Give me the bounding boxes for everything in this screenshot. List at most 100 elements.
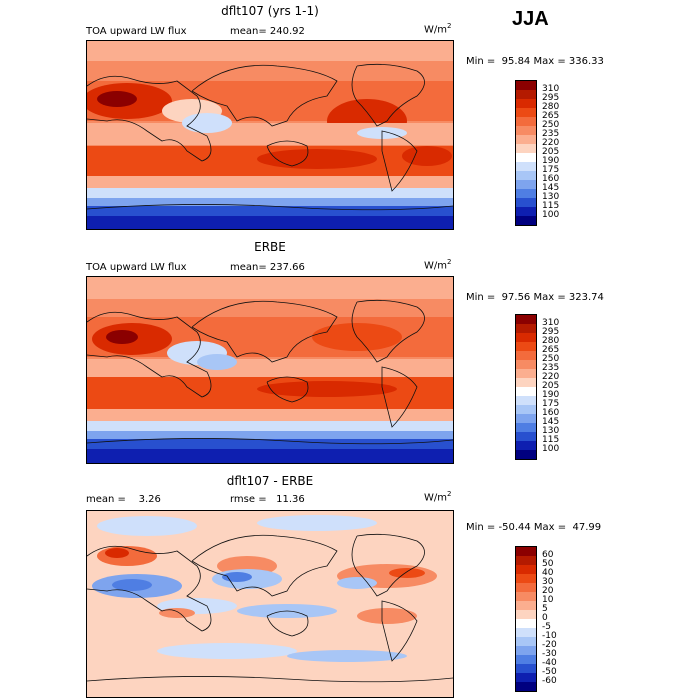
panel-1-unit: W/m2 (424, 22, 452, 36)
colorbar-tick-label: 130 (542, 192, 560, 202)
panel-1-left-label: TOA upward LW flux (86, 26, 187, 37)
colorbar-swatch (516, 162, 536, 171)
colorbar-tick-label: 100 (542, 444, 560, 454)
colorbar-swatch (516, 610, 536, 619)
colorbar-swatch (516, 369, 536, 378)
colorbar-tick-label: 190 (542, 156, 560, 166)
panel-1-map-field (87, 41, 453, 229)
colorbar-tick-label: 145 (542, 183, 560, 193)
colorbar-tick-label: 280 (542, 102, 560, 112)
colorbar-tick-label: 310 (542, 318, 560, 328)
colorbar-swatch (516, 126, 536, 135)
panel-3-colorbar (515, 546, 537, 692)
colorbar-tick-label: 235 (542, 363, 560, 373)
colorbar-swatch (516, 189, 536, 198)
colorbar-tick-label: -60 (542, 676, 557, 686)
colorbar-tick-label: -20 (542, 640, 557, 650)
colorbar-tick-label: 145 (542, 417, 560, 427)
colorbar-swatch (516, 351, 536, 360)
panel-2-title: ERBE (254, 240, 286, 254)
colorbar-tick-label: 10 (542, 595, 554, 605)
colorbar-swatch (516, 117, 536, 126)
colorbar-swatch (516, 342, 536, 351)
panel-2-minmax: Min = 97.56 Max = 323.74 (466, 292, 604, 303)
panel-3-map (86, 510, 454, 698)
colorbar-tick-label: 265 (542, 345, 560, 355)
colorbar-tick-label: 280 (542, 336, 560, 346)
colorbar-tick-label: 295 (542, 327, 560, 337)
colorbar-tick-label: 60 (542, 550, 554, 560)
colorbar-swatch (516, 673, 536, 682)
colorbar-tick-label: 220 (542, 372, 560, 382)
colorbar-swatch (516, 450, 536, 459)
colorbar-tick-label: 115 (542, 435, 560, 445)
colorbar-tick-label: 205 (542, 147, 560, 157)
colorbar-tick-label: 175 (542, 399, 560, 409)
colorbar-tick-label: 30 (542, 577, 554, 587)
colorbar-tick-label: 40 (542, 568, 554, 578)
panel-2-unit: W/m2 (424, 258, 452, 272)
season-label: JJA (512, 8, 549, 30)
panel-2-map (86, 276, 454, 464)
colorbar-tick-label: -50 (542, 667, 557, 677)
colorbar-swatch (516, 333, 536, 342)
panel-3-map-field (87, 511, 453, 697)
panel-3-minmax: Min = -50.44 Max = 47.99 (466, 522, 602, 533)
colorbar-tick-label: 250 (542, 354, 560, 364)
colorbar-swatch (516, 171, 536, 180)
colorbar-swatch (516, 405, 536, 414)
colorbar-swatch (516, 396, 536, 405)
panel-1-minmax: Min = 95.84 Max = 336.33 (466, 56, 604, 67)
colorbar-swatch (516, 655, 536, 664)
colorbar-tick-label: -40 (542, 658, 557, 668)
colorbar-swatch (516, 180, 536, 189)
colorbar-tick-label: 20 (542, 586, 554, 596)
colorbar-tick-label: 175 (542, 165, 560, 175)
colorbar-swatch (516, 547, 536, 556)
colorbar-tick-label: 265 (542, 111, 560, 121)
colorbar-swatch (516, 637, 536, 646)
colorbar-swatch (516, 601, 536, 610)
panel-2-left-label: TOA upward LW flux (86, 262, 187, 273)
colorbar-tick-label: 115 (542, 201, 560, 211)
colorbar-tick-label: 5 (542, 604, 548, 614)
colorbar-tick-label: 160 (542, 174, 560, 184)
colorbar-tick-label: 190 (542, 390, 560, 400)
colorbar-tick-label: 130 (542, 426, 560, 436)
colorbar-swatch (516, 135, 536, 144)
colorbar-swatch (516, 324, 536, 333)
colorbar-swatch (516, 144, 536, 153)
colorbar-swatch (516, 441, 536, 450)
panel-3-unit: W/m2 (424, 490, 452, 504)
colorbar-tick-label: 235 (542, 129, 560, 139)
colorbar-tick-label: -10 (542, 631, 557, 641)
colorbar-swatch (516, 207, 536, 216)
colorbar-swatch (516, 682, 536, 691)
colorbar-swatch (516, 664, 536, 673)
colorbar-swatch (516, 315, 536, 324)
colorbar-swatch (516, 360, 536, 369)
colorbar-swatch (516, 432, 536, 441)
colorbar-swatch (516, 646, 536, 655)
colorbar-tick-label: 220 (542, 138, 560, 148)
panel-1-center-label: mean= 240.92 (230, 26, 305, 37)
colorbar-swatch (516, 414, 536, 423)
colorbar-tick-label: 50 (542, 559, 554, 569)
colorbar-swatch (516, 108, 536, 117)
colorbar-swatch (516, 99, 536, 108)
colorbar-swatch (516, 423, 536, 432)
colorbar-swatch (516, 619, 536, 628)
colorbar-swatch (516, 216, 536, 225)
colorbar-swatch (516, 565, 536, 574)
colorbar-tick-label: -30 (542, 649, 557, 659)
colorbar-swatch (516, 387, 536, 396)
panel-2-center-label: mean= 237.66 (230, 262, 305, 273)
panel-2-map-field (87, 277, 453, 463)
colorbar-swatch (516, 153, 536, 162)
colorbar-tick-label: 205 (542, 381, 560, 391)
colorbar-tick-label: 0 (542, 613, 548, 623)
colorbar-tick-label: 250 (542, 120, 560, 130)
panel-3-left-label: mean = 3.26 (86, 494, 161, 505)
panel-3-center-label: rmse = 11.36 (230, 494, 305, 505)
colorbar-tick-label: 160 (542, 408, 560, 418)
